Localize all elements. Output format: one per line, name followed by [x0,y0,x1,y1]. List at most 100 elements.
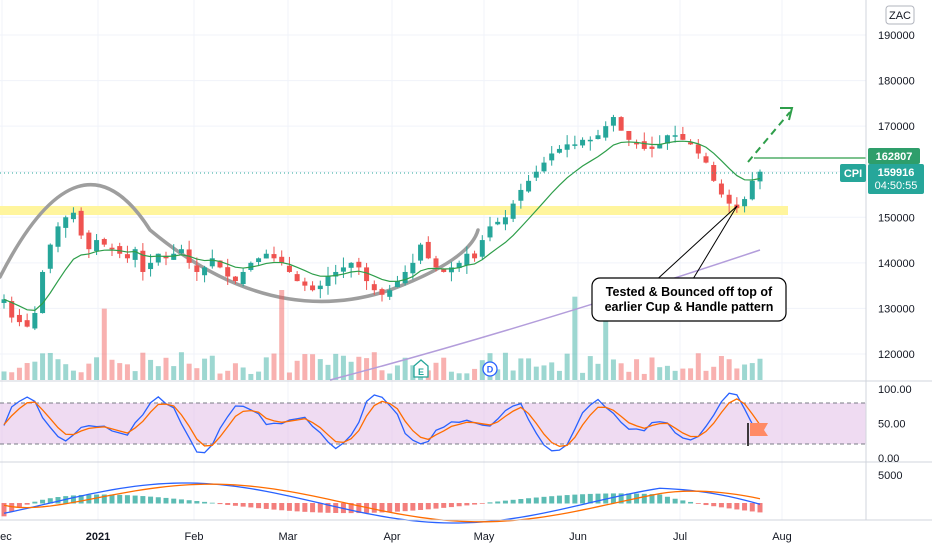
candle-body [410,262,416,274]
macd-histogram-bar [680,500,686,504]
forecast-arrow [747,111,791,163]
stoch-band [0,403,866,444]
candle-body [541,162,547,172]
macd-histogram-bar [302,503,308,512]
volume-bar [325,364,331,380]
price-tick-label: 190000 [878,30,915,42]
candle-body [526,180,532,192]
symbol-tag [840,164,866,182]
volume-bar [302,354,308,380]
macd-tick-label: 5000 [878,470,902,482]
volume-bar [286,372,292,380]
macd-histogram-bar [279,503,285,511]
price-axis[interactable]: 1200001300001400001500001600001700001800… [878,30,915,361]
time-tick-label: May [474,531,495,543]
macd-histogram-bar [464,503,470,506]
candle-body [55,226,61,247]
macd-histogram-bar [117,494,123,504]
candle-body [1,299,7,303]
macd-histogram [1,493,763,517]
volume-bar [155,366,161,380]
candle-body [63,217,69,228]
volume-bar [664,365,670,380]
volume-bar [171,366,177,380]
macd-histogram-bar [418,503,424,510]
macd-histogram-bar [587,493,593,504]
candle-body [101,239,107,245]
macd-histogram-bar [402,503,408,512]
candle-body [472,253,478,259]
macd-histogram-bar [695,503,701,504]
candle-body [695,144,701,154]
volume-bar [317,359,323,380]
macd-histogram-bar [580,494,586,504]
candle-body [757,171,763,182]
candle-body [70,212,76,220]
macd-histogram-bar [32,501,38,504]
macd-histogram-bar [47,498,53,504]
volume-bar [78,372,84,380]
candle-body [680,134,686,140]
stoch-axis: 0.00 50.00 100.00 [878,384,912,465]
earnings-badge[interactable]: E [413,359,429,378]
macd-histogram-bar [202,501,208,504]
candle-body [626,130,632,140]
candle-body [718,183,724,195]
candle-body [518,189,524,201]
candle-body [325,276,331,286]
macd-histogram-bar [572,494,578,504]
volume-bar [209,355,215,380]
time-axis[interactable]: Dec 2021 Feb Mar Apr May Jun Jul Aug [0,531,792,543]
macd-histogram-bar [356,503,362,514]
candle-body [256,258,262,263]
scale-badge[interactable] [885,5,915,25]
candle-body [587,139,593,142]
candle-body [279,256,285,263]
volume-bar [340,355,346,380]
macd-histogram-bar [433,503,439,509]
volume-bar [734,368,740,380]
volume-bar [163,357,169,380]
time-tick-label: Dec [0,531,12,543]
volume-bar [626,371,632,380]
candle-body [402,271,408,284]
candle-body [356,261,362,268]
candle-body [556,148,562,153]
annotation-box[interactable] [591,277,787,322]
macd-histogram-bar [526,498,532,504]
macd-histogram-bar [263,503,269,509]
volume-bar [178,352,184,380]
macd-histogram-bar [742,503,748,511]
macd-histogram-bar [209,502,215,504]
candle-body [549,153,555,161]
volume-bar [634,359,640,380]
candle-body [155,253,161,263]
macd-histogram-bar [441,503,447,508]
candle-body [232,276,238,282]
time-tick-label: Mar [279,531,298,543]
macd-histogram-bar [155,497,161,504]
macd-histogram-bar [510,499,516,504]
flag-icon [747,423,768,446]
macd-histogram-bar [178,499,184,504]
macd-histogram-bar [101,494,107,504]
macd-histogram-bar [518,499,524,504]
volume-bar [70,370,76,380]
macd-histogram-bar [55,497,61,504]
macd-histogram-bar [325,503,331,513]
macd-histogram-bar [672,498,678,504]
scale-badge-label: ZAC [889,10,911,22]
macd-signal-line [3,483,761,523]
macd-histogram-bar [688,501,694,504]
stoch-tick-label: 100.00 [878,384,912,396]
candle-body [634,142,640,145]
stoch-tick-label: 50.00 [878,419,906,431]
volume-bar [217,373,223,380]
volume-bar [595,363,601,380]
candle-body [86,232,92,250]
macd-histogram-bar [387,503,393,513]
dividend-badge[interactable]: D [482,361,498,377]
macd-histogram-bar [610,493,616,504]
candle-body [533,171,539,178]
